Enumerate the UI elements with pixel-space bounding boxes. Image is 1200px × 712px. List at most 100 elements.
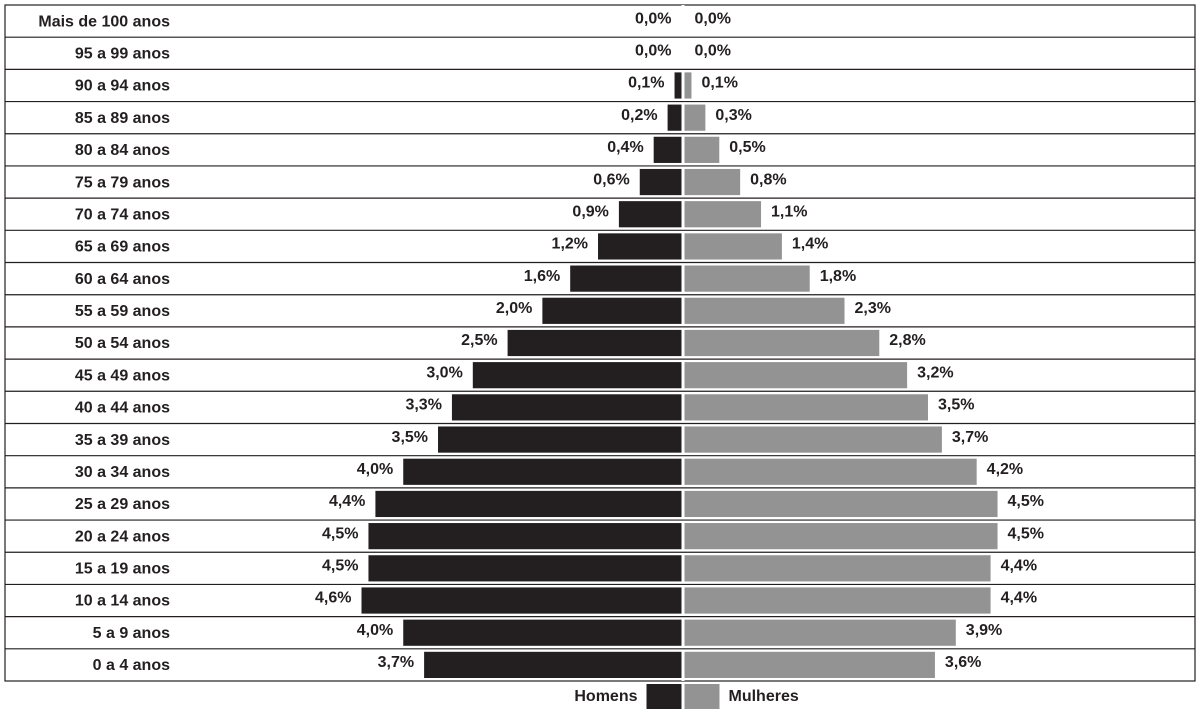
bar: [361, 587, 682, 614]
bar: [639, 168, 682, 196]
bar: [438, 426, 682, 453]
bar: [368, 523, 682, 550]
bar: [653, 136, 682, 163]
value-label: 1,2%: [552, 236, 588, 253]
category-label: Mais de 100 anos: [38, 13, 170, 30]
category-label: 15 a 19 anos: [75, 561, 170, 578]
value-label: 3,7%: [952, 429, 988, 446]
value-label: 4,4%: [1001, 590, 1037, 607]
category-label: 20 a 24 anos: [75, 528, 170, 545]
legend-label: Homens: [574, 688, 637, 705]
category-label: 5 a 9 anos: [93, 625, 170, 642]
category-label: 65 a 69 anos: [75, 239, 170, 256]
value-label: 1,1%: [771, 203, 807, 220]
value-label: 2,3%: [855, 300, 891, 317]
category-label: 30 a 34 anos: [75, 464, 170, 481]
category-label: 45 a 49 anos: [75, 367, 170, 384]
value-label: 0,0%: [695, 10, 731, 27]
bar: [684, 136, 720, 163]
value-label: 4,6%: [315, 590, 351, 607]
bar: [684, 329, 880, 357]
value-label: 1,4%: [792, 236, 828, 253]
category-label: 25 a 29 anos: [75, 496, 170, 513]
value-label: 4,0%: [357, 461, 393, 478]
value-label: 0,8%: [750, 171, 786, 188]
value-label: 3,7%: [378, 654, 414, 671]
bar: [684, 72, 692, 99]
value-label: 2,5%: [461, 332, 497, 349]
value-label: 0,4%: [607, 139, 643, 156]
value-label: 0,0%: [635, 43, 671, 60]
bar: [684, 168, 741, 196]
bar: [684, 555, 991, 582]
bar: [472, 362, 682, 389]
bar: [684, 651, 935, 678]
category-label: 85 a 89 anos: [75, 110, 170, 127]
value-label: 3,5%: [392, 429, 428, 446]
value-label: 0,1%: [628, 75, 664, 92]
category-label: 10 a 14 anos: [75, 593, 170, 610]
bar: [375, 490, 682, 518]
legend-label: Mulheres: [729, 688, 799, 705]
category-label: 80 a 84 anos: [75, 142, 170, 159]
bar: [684, 523, 998, 550]
frame: [4, 4, 1196, 682]
legend-swatch: [646, 684, 682, 709]
value-label: 4,2%: [987, 461, 1023, 478]
bar: [684, 426, 942, 453]
value-label: 2,8%: [889, 332, 925, 349]
value-label: 0,1%: [701, 75, 737, 92]
bar: [598, 233, 682, 260]
value-label: 4,5%: [1008, 525, 1044, 542]
bar: [684, 587, 991, 614]
bar: [507, 329, 682, 357]
category-label: 0 a 4 anos: [93, 657, 170, 674]
bar: [684, 297, 845, 324]
value-label: 0,5%: [729, 139, 765, 156]
bar: [618, 201, 682, 228]
value-label: 3,0%: [426, 364, 462, 381]
value-label: 4,5%: [1008, 493, 1044, 510]
category-label: 70 a 74 anos: [75, 206, 170, 223]
bar: [684, 265, 810, 292]
bar: [424, 651, 682, 678]
bar: [684, 458, 977, 485]
bar: [542, 297, 682, 324]
bar: [684, 619, 956, 646]
value-label: 0,2%: [621, 107, 657, 124]
value-label: 0,0%: [635, 10, 671, 27]
value-label: 4,5%: [322, 558, 358, 575]
legend-swatch: [684, 684, 720, 709]
value-label: 3,9%: [966, 622, 1002, 639]
category-label: 55 a 59 anos: [75, 303, 170, 320]
bar: [451, 394, 682, 421]
value-label: 0,0%: [695, 43, 731, 60]
category-label: 35 a 39 anos: [75, 432, 170, 449]
bar: [403, 458, 682, 485]
category-label: 60 a 64 anos: [75, 271, 170, 288]
value-label: 0,6%: [593, 171, 629, 188]
value-label: 4,0%: [357, 622, 393, 639]
bar: [684, 233, 782, 260]
value-label: 4,5%: [322, 525, 358, 542]
category-label: 95 a 99 anos: [75, 46, 170, 63]
value-label: 3,3%: [405, 397, 441, 414]
category-label: 40 a 44 anos: [75, 400, 170, 417]
value-label: 3,5%: [938, 397, 974, 414]
value-label: 1,8%: [820, 268, 856, 285]
bar: [667, 104, 682, 131]
bar: [570, 265, 682, 292]
category-label: 75 a 79 anos: [75, 174, 170, 191]
bar: [684, 362, 908, 389]
value-label: 3,6%: [945, 654, 981, 671]
bar: [674, 72, 682, 99]
bar: [684, 394, 928, 421]
value-label: 0,9%: [572, 203, 608, 220]
value-label: 4,4%: [329, 493, 365, 510]
bar: [403, 619, 682, 646]
category-label: 50 a 54 anos: [75, 335, 170, 352]
bar: [368, 555, 682, 582]
value-label: 3,2%: [917, 364, 953, 381]
bar: [684, 201, 762, 228]
